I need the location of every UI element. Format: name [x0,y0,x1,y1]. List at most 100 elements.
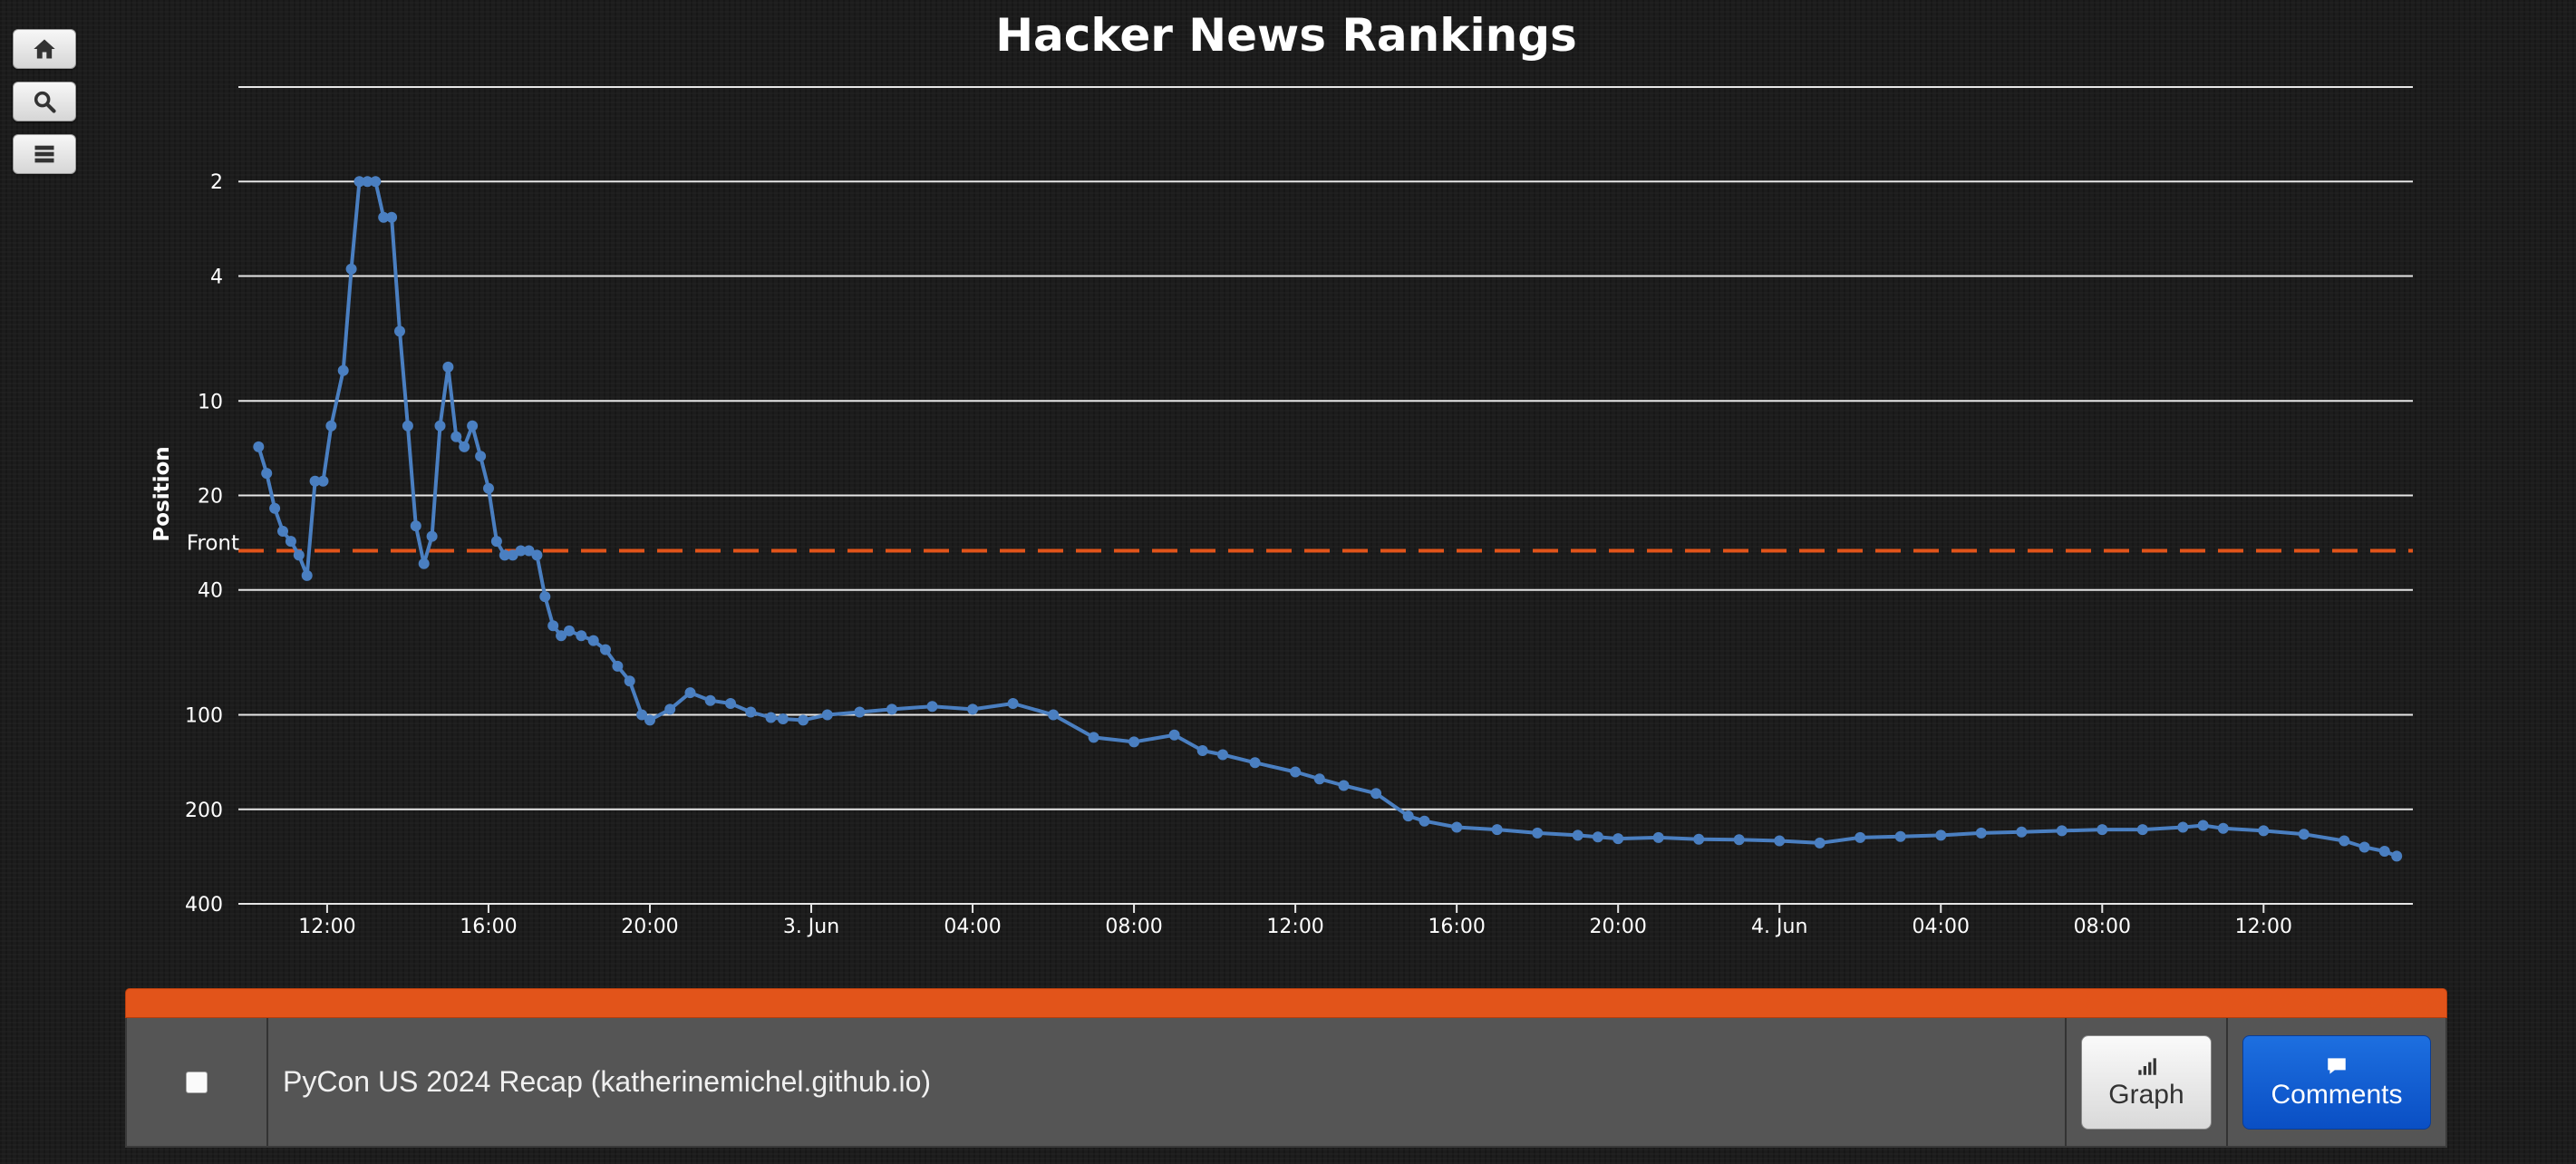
data-point [1491,824,1503,836]
data-point [1419,815,1430,827]
data-point [1290,766,1302,778]
data-point [1733,834,1745,846]
data-point [664,703,676,715]
comments-button[interactable]: Comments [2242,1034,2431,1130]
y-axis-title: Position [150,446,174,541]
data-point [886,703,897,715]
data-point [1855,831,1866,843]
list-icon [34,145,54,163]
data-point [523,545,535,557]
data-point [261,468,273,480]
data-point [1612,833,1624,845]
data-point [285,536,296,548]
data-point [345,263,357,275]
data-point [2378,846,2390,857]
data-point [926,701,938,713]
y-tick-label: 4 [210,266,223,288]
data-point [434,420,446,432]
data-point [725,698,736,709]
y-tick-label: 400 [185,894,223,917]
data-point [564,625,575,636]
grid-lines [238,86,2413,905]
data-point [499,549,510,561]
comments-cell: Comments [2228,1018,2445,1146]
data-point [821,709,833,721]
data-point [426,530,438,542]
x-tick-label: 12:00 [1266,916,1323,938]
data-point [2298,829,2310,840]
data-point [2197,820,2209,831]
data-point [1249,757,1261,769]
data-point [1217,749,1228,761]
data-point [362,176,373,188]
data-point [269,502,281,514]
data-point [394,325,405,337]
data-point [378,211,390,223]
data-point [587,635,599,646]
data-point [2217,822,2229,834]
graph-cell: Graph [2067,1018,2228,1146]
data-point [1048,709,1060,721]
data-point [353,176,365,188]
data-point [624,675,635,687]
search-button[interactable] [13,82,76,121]
y-tick-label: 40 [198,580,223,603]
data-point [2258,825,2270,837]
data-point [1814,837,1825,849]
data-point [402,420,413,432]
data-point [745,706,757,718]
graph-button[interactable]: Graph [2081,1034,2212,1130]
y-tick-label: 100 [185,705,223,728]
y-tick-label: 2 [210,171,223,194]
data-point [253,441,265,452]
data-point [483,482,494,494]
rankings-chart: Hacker News Rankings 2 4 10 20 40 100 200 400 1… [150,9,2413,938]
home-icon [34,39,55,59]
home-button[interactable] [13,29,76,69]
y-tick-label: 10 [198,391,223,413]
data-point [531,549,543,561]
data-point [1935,829,1947,841]
data-point [2136,824,2148,836]
data-point [293,549,305,561]
select-checkbox[interactable] [186,1071,208,1093]
data-point [854,706,866,718]
x-tick-label: 08:00 [2074,916,2131,938]
story-item: PyCon US 2024 Recap (katherinemichel.git… [125,988,2447,1148]
data-point [644,714,655,726]
data-point [370,176,382,188]
y-axis-ticks: 2 4 10 20 40 100 200 400 [185,171,223,917]
chart-title: Hacker News Rankings [995,9,1577,62]
list-button[interactable] [13,134,76,174]
story-title[interactable]: PyCon US 2024 Recap (katherinemichel.git… [268,1018,2067,1146]
select-cell [127,1018,268,1146]
data-point [301,569,313,581]
x-tick-label: 16:00 [1428,916,1485,938]
x-tick-label: 04:00 [1913,916,1970,938]
data-point [1168,729,1180,741]
data-point [1975,827,1987,839]
data-point [539,591,551,603]
data-point [547,620,559,632]
data-point [684,687,696,699]
data-point [507,549,518,561]
comment-bubble-icon [2328,1057,2346,1074]
data-point [337,364,349,376]
data-point [1774,835,1786,847]
data-point [2097,824,2108,836]
data-point [1693,833,1705,845]
data-point [1592,831,1603,843]
data-point [704,694,716,706]
data-point [277,526,288,537]
data-point [2391,850,2403,862]
data-point [442,361,454,373]
data-point [2177,821,2189,833]
data-point [600,644,611,655]
data-point [1128,736,1140,748]
search-icon [34,91,56,113]
data-point [475,451,487,462]
data-point [2358,841,2370,853]
data-point [576,630,587,642]
y-tick-label: 200 [185,800,223,822]
series-line [257,179,2397,858]
